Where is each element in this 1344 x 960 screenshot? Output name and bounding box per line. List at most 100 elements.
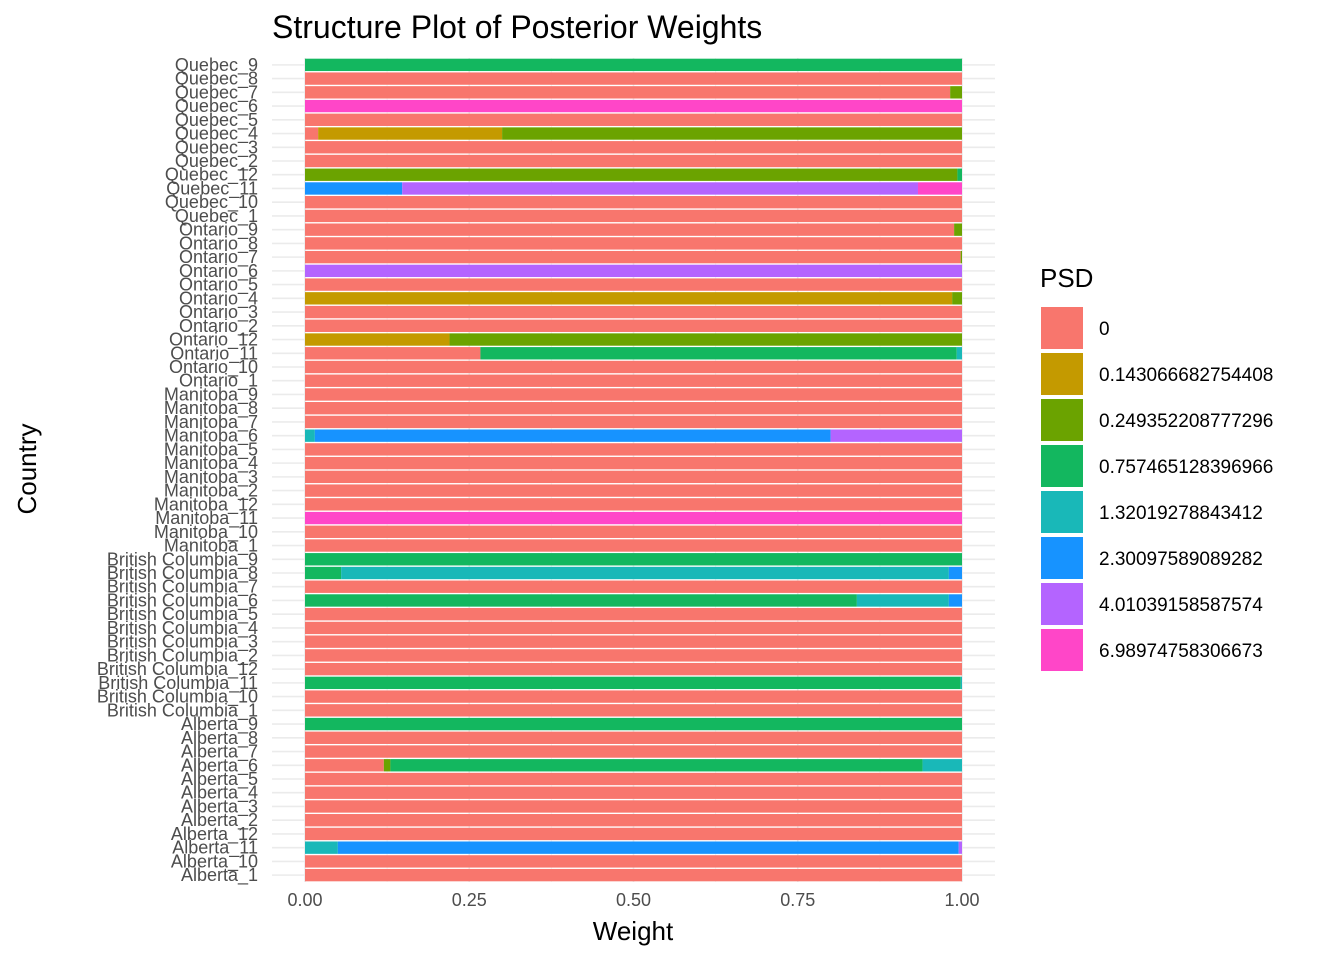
- bar-segment: [305, 360, 962, 374]
- legend-label: 0.143066682754408: [1099, 365, 1273, 386]
- bar-segment: [305, 580, 962, 593]
- y-tick-label: Ontario_2: [179, 316, 258, 337]
- x-tick-label: 0.75: [780, 890, 815, 910]
- bar-segment: [305, 141, 962, 154]
- legend-swatch: [1041, 629, 1083, 671]
- y-tick-label: Quebec_4: [175, 124, 258, 145]
- bar-segment: [305, 113, 962, 126]
- bar-segment: [305, 868, 962, 882]
- y-tick-label: Alberta_1: [181, 865, 258, 886]
- y-axis-title: Country: [12, 423, 42, 514]
- y-tick-label: Alberta_7: [181, 742, 258, 763]
- y-tick-label: British Columbia_2: [107, 645, 258, 666]
- legend-label: 6.98974758306673: [1099, 641, 1263, 662]
- bar-segment: [305, 127, 319, 140]
- bar-segment: [956, 347, 962, 360]
- y-tick-label: Quebec_7: [175, 82, 258, 103]
- bar-segment: [305, 456, 962, 470]
- bar-segment: [305, 539, 962, 552]
- y-tick-label: Ontario_7: [179, 247, 258, 268]
- legend-swatch: [1041, 399, 1083, 441]
- bar-segment: [305, 594, 857, 607]
- bar-segment: [305, 443, 962, 456]
- y-tick-label: Ontario_10: [169, 357, 258, 378]
- bar-segment: [305, 855, 962, 868]
- bar-segment: [305, 786, 962, 799]
- bar-segment: [305, 388, 962, 401]
- bar-segment: [390, 759, 923, 772]
- y-tick-label: Quebec_2: [175, 151, 258, 172]
- bar-segment: [402, 182, 918, 195]
- y-tick-label: British Columbia_6: [107, 590, 258, 611]
- bar-segment: [305, 731, 962, 744]
- bar-segment: [305, 553, 962, 566]
- y-tick-label: Ontario_1: [179, 371, 258, 392]
- bar-segment: [305, 402, 962, 415]
- bar-segment: [922, 759, 962, 772]
- bar-segment: [480, 347, 957, 360]
- legend-label: 2.30097589089282: [1099, 549, 1263, 570]
- y-tick-label: Manitoba_8: [164, 398, 258, 419]
- y-tick-label: Quebec_1: [175, 206, 258, 227]
- bar-segment: [305, 704, 962, 717]
- y-tick-label: Manitoba_4: [164, 453, 258, 474]
- y-tick-label: Ontario_11: [170, 343, 258, 364]
- y-tick-label: Ontario_3: [179, 302, 258, 323]
- bar-segment: [305, 566, 342, 580]
- y-tick-label: Manitoba_5: [164, 439, 258, 460]
- y-tick-label: Manitoba_3: [164, 467, 258, 488]
- x-tick-label: 0.25: [452, 890, 487, 910]
- y-tick-label: Quebec_11: [166, 178, 258, 199]
- y-tick-label: Quebec_8: [175, 69, 258, 90]
- bar-segment: [305, 347, 481, 360]
- bar-segment: [957, 168, 962, 181]
- y-tick-label: British Columbia_7: [107, 577, 258, 598]
- y-tick-label: British Columbia_4: [107, 618, 258, 639]
- y-tick-label: Alberta_9: [181, 714, 258, 735]
- bar-segment: [305, 86, 951, 99]
- y-tick-label: British Columbia_12: [97, 659, 258, 680]
- y-tick-label: Manitoba_10: [154, 522, 258, 543]
- bar-segment: [305, 717, 962, 731]
- bar-segment: [960, 250, 962, 264]
- legend-label: 1.32019278843412: [1099, 503, 1263, 524]
- bar-segment: [305, 662, 962, 676]
- bar-segment: [305, 237, 962, 250]
- y-tick-label: British Columbia_9: [107, 549, 258, 570]
- bar-segment: [305, 800, 962, 813]
- bar-segment: [502, 127, 962, 140]
- y-tick-label: Quebec_12: [165, 165, 258, 186]
- bar-segment: [305, 772, 962, 786]
- y-tick-label: Ontario_6: [179, 261, 258, 282]
- bar-segment: [314, 429, 831, 442]
- bar-segment: [305, 292, 953, 305]
- bar-segment: [305, 278, 962, 291]
- bar-segment: [305, 374, 962, 387]
- bar-segment: [305, 415, 962, 429]
- bar-segment: [305, 525, 962, 538]
- bar-segment: [960, 676, 962, 690]
- y-tick-label: British Columbia_1: [107, 700, 258, 721]
- bar-segment: [305, 209, 962, 223]
- y-tick-label: Alberta_11: [172, 838, 258, 859]
- y-tick-label: Alberta_3: [181, 796, 258, 817]
- bar-segment: [305, 827, 962, 841]
- y-tick-label: Manitoba_9: [164, 384, 258, 405]
- y-tick-label: Ontario_9: [179, 220, 258, 241]
- y-tick-label: Quebec_5: [175, 110, 258, 131]
- bar-segment: [948, 566, 962, 580]
- y-tick-label: British Columbia_10: [97, 687, 258, 708]
- y-tick-label: Quebec_9: [175, 55, 258, 76]
- bar-segment: [305, 511, 962, 525]
- bar-segment: [917, 182, 962, 195]
- x-tick-label: 0.00: [287, 890, 322, 910]
- y-tick-label: Alberta_6: [181, 755, 258, 776]
- y-tick-label: Manitoba_2: [164, 481, 258, 502]
- y-tick-label: Manitoba_6: [164, 426, 258, 447]
- y-tick-label: British Columbia_5: [107, 604, 258, 625]
- bar-segment: [305, 223, 955, 236]
- y-tick-label: Manitoba_11: [155, 508, 258, 529]
- bar-segment: [449, 333, 962, 346]
- y-tick-label: Alberta_10: [171, 851, 258, 872]
- y-tick-label: British Columbia_8: [107, 563, 258, 584]
